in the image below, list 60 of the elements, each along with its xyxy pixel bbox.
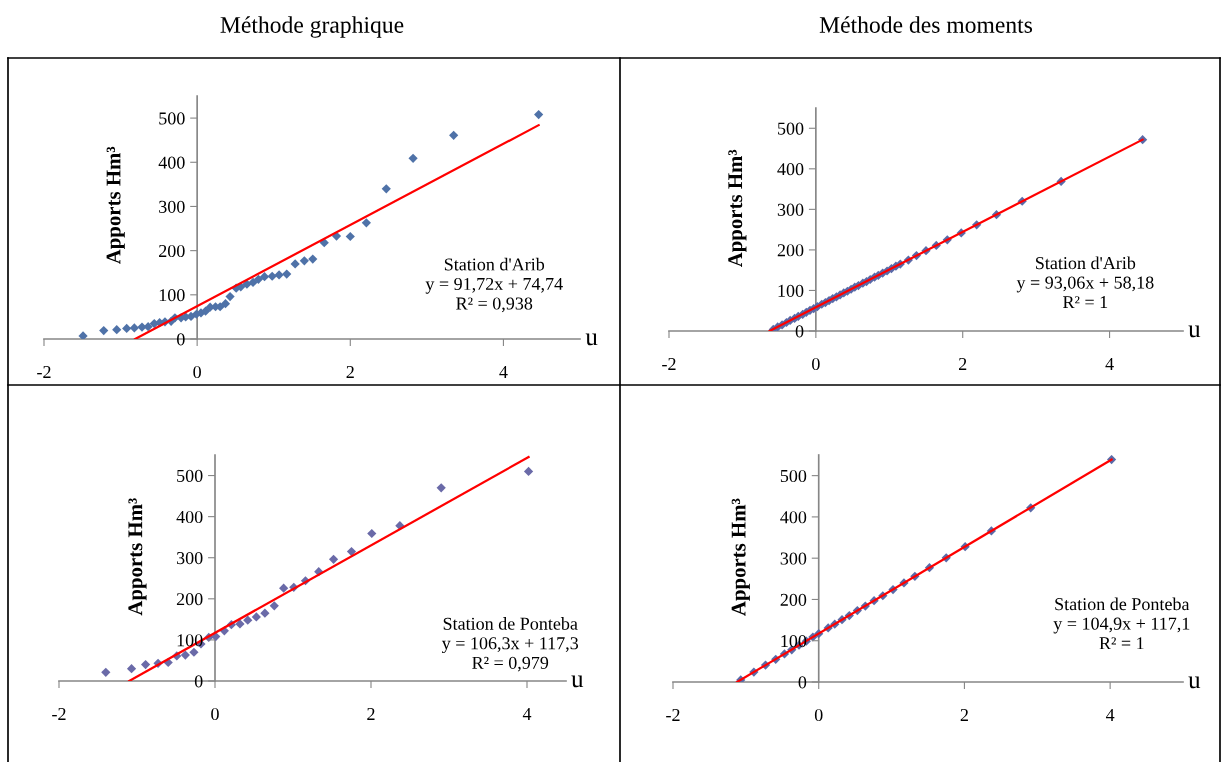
x-tick-label: 2	[958, 357, 967, 370]
annotation: y = 91,72x + 74,74	[425, 277, 563, 294]
x-axis-title: u	[1188, 676, 1201, 689]
y-tick-label: 100	[778, 284, 804, 297]
annotation: R² = 1	[1063, 296, 1108, 309]
x-tick-label: 2	[960, 708, 968, 721]
y-tick-label: 400	[777, 163, 804, 176]
x-axis-title: u	[585, 333, 598, 346]
y-tick-label: 0	[798, 676, 807, 689]
annotation: R² = 0,979	[472, 656, 549, 672]
y-tick-label: 300	[159, 200, 185, 213]
annotation: Station d'Arib	[444, 257, 545, 271]
y-tick-label: 200	[777, 244, 804, 257]
x-tick-label: 2	[346, 365, 354, 378]
annotation: Station de Ponteba	[443, 617, 578, 630]
annotation: Station de Ponteba	[1055, 597, 1190, 611]
x-tick-label: 2	[367, 707, 375, 720]
x-tick-label: -2	[52, 707, 66, 720]
x-tick-label: 0	[814, 708, 823, 722]
y-tick-label: 300	[780, 552, 807, 565]
annotation: y = 106,3x + 117,3	[441, 637, 579, 654]
x-tick-label: 4	[1105, 358, 1114, 370]
y-tick-label: 200	[176, 593, 203, 606]
chart-title: Méthode graphique	[220, 16, 404, 38]
y-tick-label: 0	[194, 675, 203, 688]
y-tick-label: 300	[176, 551, 203, 565]
annotation: R² = 1	[1099, 637, 1144, 650]
y-tick-label: 200	[159, 244, 185, 258]
annotation: Station d'Arib	[1036, 256, 1136, 270]
y-tick-label: 500	[159, 112, 185, 125]
y-tick-label: 300	[777, 203, 804, 216]
y-tick-label: 400	[780, 511, 807, 524]
chart-title: Méthode des moments	[819, 16, 1033, 33]
x-tick-label: 4	[1105, 709, 1115, 721]
y-axis-title: Apports Hm³	[728, 149, 747, 268]
x-tick-label: 0	[812, 357, 820, 371]
x-tick-label: 4	[499, 366, 508, 378]
x-tick-label: 4	[522, 708, 532, 720]
y-tick-label: 400	[176, 510, 203, 524]
x-axis-title: u	[571, 675, 584, 688]
y-tick-label: 500	[778, 122, 804, 135]
y-tick-label: 400	[158, 156, 185, 169]
x-tick-label: -2	[662, 357, 676, 370]
y-tick-label: 0	[177, 333, 185, 346]
y-axis-title: Apports Hm³	[106, 146, 125, 265]
y-axis-title: Apports Hm³	[731, 498, 750, 616]
x-tick-label: 0	[211, 707, 219, 721]
y-tick-label: 100	[177, 634, 203, 647]
y-tick-label: 200	[780, 593, 807, 606]
y-tick-label: 100	[159, 289, 185, 302]
x-tick-label: -2	[666, 708, 680, 721]
y-tick-label: 500	[177, 469, 203, 482]
annotation: y = 104,9x + 117,1	[1053, 617, 1190, 634]
annotation: R² = 0,938	[456, 297, 533, 313]
y-tick-label: 500	[780, 469, 807, 483]
annotation: y = 93,06x + 58,18	[1016, 276, 1154, 293]
x-tick-label: -2	[37, 365, 51, 378]
x-axis-title: u	[1188, 325, 1201, 338]
y-axis-title: Apports Hm³	[128, 498, 147, 616]
y-tick-label: 0	[795, 325, 804, 338]
